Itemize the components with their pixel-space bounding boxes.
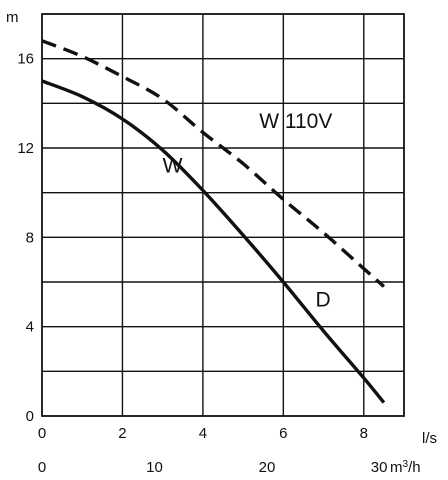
x-tick-label: 4 [199, 425, 207, 442]
series-group [41, 39, 386, 404]
series-line-w110v [41, 39, 386, 288]
grid [42, 14, 404, 416]
curve-annotation: W 110V [259, 110, 332, 133]
y-tick-label: 12 [17, 140, 34, 157]
y-tick-label: 0 [26, 408, 34, 425]
y-tick-label: 4 [26, 319, 34, 336]
y-tick-label: 16 [17, 51, 34, 68]
series-line-w [41, 79, 386, 404]
labels-group: 0 4 8 12 16 0 2 4 6 8 0 10 20 30 W 110V W D [17, 51, 387, 476]
x-tick-label: 8 [360, 425, 368, 442]
x-axis-unit-primary: l/s [422, 430, 437, 447]
x-tick-label: 6 [279, 425, 287, 442]
x2-tick-label: 20 [259, 459, 276, 476]
y-axis-unit: m [6, 9, 19, 26]
curve-annotation: D [316, 289, 331, 312]
x2-tick-label: 30 [371, 459, 388, 476]
curve-annotation: W [163, 155, 183, 178]
x-tick-label: 2 [118, 425, 126, 442]
y-tick-label: 8 [26, 229, 34, 246]
plot-frame [41, 13, 405, 417]
x2-tick-label: 10 [146, 459, 163, 476]
x-tick-label: 0 [38, 425, 46, 442]
x2-tick-label: 0 [38, 459, 46, 476]
x-axis-unit-secondary: m3/h [390, 459, 421, 477]
x-axis-unit-exponent: 3 [403, 459, 409, 470]
